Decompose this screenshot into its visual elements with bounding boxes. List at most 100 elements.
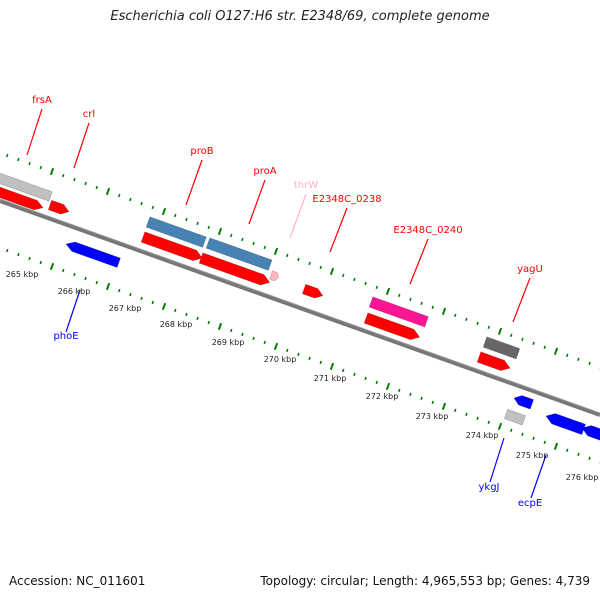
gene-ecpE-arrow-outline	[545, 413, 586, 436]
gene-ykgJ-arrow-body	[514, 395, 534, 410]
tick-mark-inner	[341, 368, 345, 373]
gene-partial-arrow-outline	[581, 425, 600, 442]
tick-mark-inner	[185, 312, 188, 317]
label-leaders	[26, 108, 547, 499]
tick-mark-outer	[17, 157, 20, 162]
tick-mark-inner	[161, 302, 167, 311]
tick-mark-inner	[173, 308, 177, 313]
gene-yagU-box-outline	[482, 336, 521, 360]
gene-proB-arrow-outline	[140, 231, 203, 261]
leader-line-phoE	[65, 289, 81, 333]
tick-mark-inner	[241, 332, 244, 337]
tick-mark-inner	[95, 280, 99, 285]
tick-mark-outer	[241, 237, 244, 242]
tick-mark-outer	[319, 265, 323, 270]
tick-mark-outer	[353, 277, 356, 282]
gene-phoE-arrow	[65, 241, 121, 268]
gene-yagU-arrow-body	[477, 351, 511, 371]
tick-mark-outer	[95, 185, 99, 190]
gene-E2348C_0240-arrow-body	[364, 312, 420, 340]
tick-mark-outer	[553, 347, 559, 355]
tick-mark-inner	[497, 422, 503, 430]
gene-proA-arrow-outline	[198, 252, 271, 286]
tick-mark-outer	[151, 205, 155, 210]
tick-mark-outer	[497, 327, 503, 335]
gene-proA-arrow	[198, 252, 271, 286]
leader-line-ykgJ	[489, 437, 505, 483]
tick-mark-outer	[5, 153, 9, 158]
gene-ykgJ-box-outline	[503, 408, 526, 426]
tick-mark-outer	[565, 353, 569, 357]
scale-label-273-kbp: 273 kbp	[416, 412, 449, 421]
tick-mark-inner	[207, 320, 211, 325]
tick-mark-outer	[297, 257, 300, 262]
map-title: Escherichia coli O127:H6 str. E2348/69, …	[110, 9, 490, 24]
tick-mark-inner	[252, 336, 255, 341]
leader-line-yagU	[512, 277, 531, 323]
gene-yagU-arrow-outline	[476, 351, 511, 371]
tick-mark-inner	[476, 416, 479, 421]
gene-E2348C_0240-box	[368, 296, 429, 328]
gene-partial-arrow	[581, 425, 600, 442]
tick-mark-outer	[129, 197, 132, 202]
scale-label-265-kbp: 265 kbp	[6, 270, 39, 279]
tick-mark-outer	[229, 233, 233, 238]
tick-mark-outer	[588, 361, 591, 365]
gene-label-proA: proA	[253, 166, 276, 177]
tick-mark-inner	[263, 340, 267, 345]
gene-proA-arrow-body	[199, 252, 270, 286]
tick-mark-inner	[73, 272, 76, 277]
tick-mark-outer	[217, 227, 223, 236]
tick-mark-inner	[17, 252, 20, 257]
gene-label-E2348C_0238: E2348C_0238	[312, 194, 381, 205]
gene-yagU-box	[482, 336, 521, 360]
tick-mark-outer	[431, 305, 435, 310]
leader-line-E2348C_0238	[329, 207, 348, 253]
tick-mark-outer	[285, 253, 289, 258]
tick-mark-outer	[385, 287, 391, 296]
scale-label-274-kbp: 274 kbp	[466, 431, 499, 440]
gene-yagU-arrow	[476, 351, 511, 371]
leader-line-E2348C_0240	[409, 238, 429, 285]
tick-mark-inner	[397, 388, 401, 393]
tick-mark-inner	[487, 420, 491, 425]
tick-mark-inner	[105, 282, 111, 291]
scale-labels: 265 kbp 266 kbp 267 kbp 268 kbp 269 kbp 270 k…	[6, 270, 599, 482]
genome-backbone	[0, 199, 600, 417]
tick-mark-outer	[49, 167, 55, 176]
scale-label-271-kbp: 271 kbp	[314, 374, 347, 383]
tick-mark-inner	[465, 412, 468, 417]
gene-crl-arrow	[47, 199, 70, 215]
gene-ecpE-arrow-body	[546, 413, 586, 435]
gene-phoE-arrow-body	[66, 241, 121, 268]
gene-ecpE-arrow	[545, 413, 586, 436]
gene-frsA-arrow-outline	[0, 185, 44, 211]
tick-mark-outer	[521, 337, 524, 342]
tick-mark-inner	[217, 322, 223, 331]
gene-crl-arrow-outline	[47, 199, 70, 215]
gene-proA-box	[205, 237, 273, 271]
gene-frsA-box-outline	[0, 171, 53, 202]
tick-mark-inner	[84, 276, 87, 281]
tick-mark-outer	[543, 345, 547, 349]
gene-ykgJ-arrow-outline	[513, 395, 534, 410]
gene-E2348C_0240-arrow-outline	[363, 312, 421, 340]
tick-mark-outer	[577, 357, 580, 361]
tick-mark-outer	[84, 181, 87, 186]
tick-mark-inner	[364, 376, 367, 381]
tick-mark-outer	[263, 245, 267, 250]
tick-mark-inner	[117, 288, 121, 293]
tick-mark-inner	[588, 456, 591, 460]
gene-label-crl: crl	[83, 109, 95, 120]
gene-E2348C_0240-box-body	[369, 296, 429, 328]
gene-E2348C_0238-arrow	[301, 283, 324, 299]
leader-line-frsA	[26, 108, 43, 156]
gene-E2348C_0240-arrow	[363, 312, 421, 340]
tick-mark-outer	[207, 225, 211, 230]
genome-backbone-highlight	[0, 198, 600, 414]
tick-mark-outer	[509, 333, 513, 338]
genome-stats-label: Topology: circular; Length: 4,965,553 bp…	[260, 574, 590, 588]
gene-label-proB: proB	[190, 146, 213, 157]
tick-mark-outer	[140, 201, 143, 206]
